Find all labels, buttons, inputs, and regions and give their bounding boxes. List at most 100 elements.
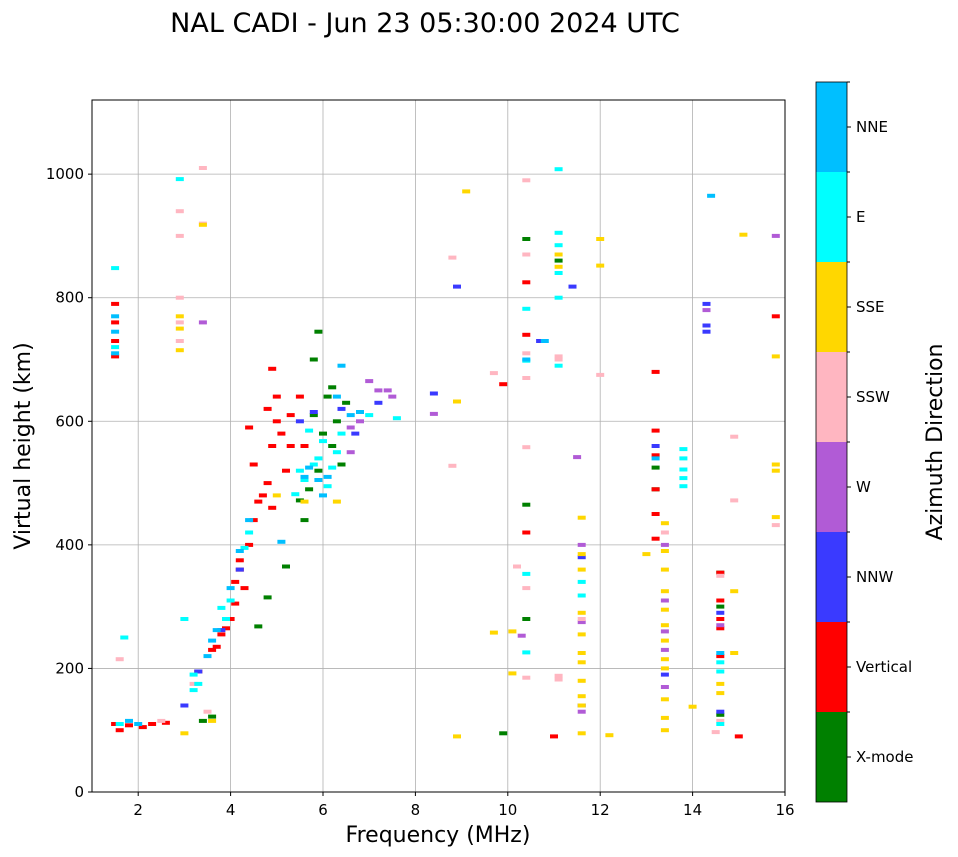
x-tick-label: 12: [591, 801, 610, 819]
data-point-nnw: [702, 329, 711, 334]
data-point-sse: [577, 610, 586, 615]
data-point-vertical: [268, 366, 277, 371]
data-point-nnw: [568, 284, 577, 289]
data-point-nne: [319, 493, 327, 498]
data-point-x-mode: [309, 413, 318, 418]
data-point-e: [554, 230, 563, 235]
data-point-ssw: [522, 178, 531, 183]
data-point-nne: [540, 339, 549, 343]
data-point-x-mode: [314, 468, 323, 473]
data-point-sse: [175, 348, 184, 353]
data-point-e: [679, 476, 688, 481]
data-point-nnw: [351, 431, 360, 436]
data-point-sse: [660, 697, 669, 702]
data-point-x-mode: [716, 604, 725, 609]
data-point-ssw: [175, 339, 184, 343]
data-point-nnw: [453, 284, 461, 289]
colorbar-label-item: E: [856, 208, 865, 226]
data-point-nne: [235, 549, 244, 553]
data-point-nne: [245, 518, 254, 523]
data-point-nnw: [295, 419, 304, 424]
data-point-w: [577, 709, 586, 714]
data-point-vertical: [111, 722, 120, 726]
data-point-x-mode: [328, 444, 337, 448]
data-point-vertical: [522, 332, 531, 337]
data-point-ssw: [730, 498, 739, 503]
data-point-vertical: [245, 425, 254, 430]
data-point-x-mode: [305, 487, 314, 492]
data-point-w: [660, 542, 669, 547]
data-point-vertical: [208, 647, 217, 652]
data-point-vertical: [272, 394, 281, 399]
data-point-x-mode: [554, 258, 563, 263]
data-point-vertical: [254, 499, 263, 504]
data-point-vertical: [716, 626, 725, 631]
data-point-x-mode: [300, 518, 309, 523]
data-point-vertical: [111, 301, 120, 306]
data-point-e: [217, 605, 226, 610]
colorbar-frame: [815, 81, 848, 803]
data-point-sse: [771, 354, 780, 359]
data-point-w: [660, 629, 669, 634]
data-point-ssw: [522, 445, 531, 450]
data-point-vertical: [716, 617, 725, 621]
data-point-sse: [577, 632, 586, 637]
data-point-e: [189, 688, 198, 693]
colorbar-label-item: SSE: [856, 298, 885, 316]
colorbar-segment: [816, 262, 847, 352]
data-point-x-mode: [295, 498, 304, 503]
data-point-nnw: [660, 672, 669, 677]
data-point-sse: [660, 607, 669, 612]
x-ticks: 2 4 6 8 10 12 14 16: [133, 792, 795, 819]
data-point-sse: [208, 718, 217, 723]
data-point-vertical: [651, 453, 660, 458]
data-point-e: [240, 545, 249, 550]
data-point-nne: [111, 351, 120, 356]
data-point-sse: [688, 704, 697, 709]
data-point-sse: [198, 222, 207, 227]
data-point-x-mode: [522, 617, 531, 621]
data-point-ssw: [596, 372, 605, 377]
data-point-x-mode: [499, 731, 508, 736]
data-point-sse: [554, 264, 563, 269]
data-point-nnw: [651, 444, 660, 448]
data-point-nne: [323, 474, 332, 479]
colorbar-segment: [816, 712, 847, 802]
data-point-x-mode: [309, 357, 318, 362]
colorbar-label-item: Vertical: [856, 658, 912, 676]
data-point-nnw: [702, 301, 711, 306]
data-point-ssw: [716, 718, 725, 723]
colorbar-label: Azimuth Direction: [923, 343, 948, 540]
data-point-sse: [730, 651, 739, 655]
data-point-x-mode: [522, 502, 531, 507]
data-point-nne: [337, 363, 346, 368]
data-point-vertical: [272, 419, 281, 424]
data-point-e: [554, 243, 563, 248]
data-point-ssw: [489, 371, 498, 376]
data-point-w: [198, 320, 207, 325]
data-point-ssw: [554, 354, 563, 359]
data-point-e: [189, 672, 198, 677]
data-point-sse: [660, 521, 669, 526]
data-point-nne: [332, 394, 341, 399]
y-tick-label: 400: [55, 536, 84, 554]
data-point-nne: [305, 465, 314, 470]
data-point-sse: [577, 703, 586, 708]
data-point-vertical: [716, 598, 725, 603]
y-tick-label: 600: [55, 412, 84, 430]
data-point-vertical: [651, 487, 660, 492]
data-point-ssw: [660, 530, 669, 535]
data-point-vertical: [111, 354, 120, 359]
data-point-x-mode: [337, 462, 346, 467]
data-point-e: [245, 530, 254, 535]
x-tick-label: 16: [775, 801, 794, 819]
data-point-vertical: [258, 493, 267, 498]
data-point-e: [554, 363, 563, 368]
plot-frame: [91, 99, 786, 793]
data-point-x-mode: [323, 394, 332, 399]
data-point-vertical: [651, 512, 660, 516]
colorbar-label-item: X-mode: [856, 748, 913, 766]
data-point-nne: [356, 410, 364, 414]
colorbar-segment: [816, 532, 847, 622]
data-point-w: [388, 394, 397, 399]
